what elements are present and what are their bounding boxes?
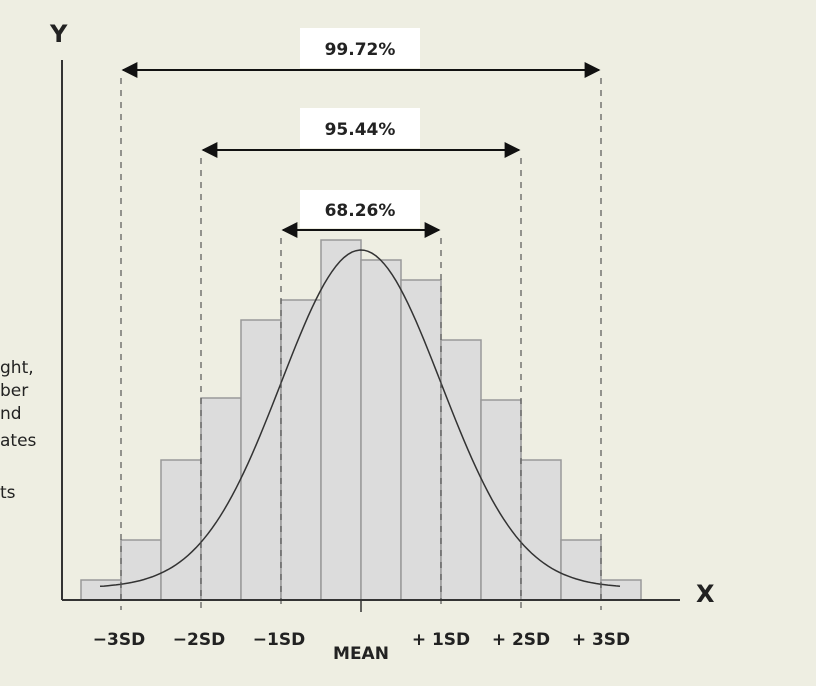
tick-label: −2SD [173,630,225,650]
range-label: 68.26% [325,201,396,221]
sd-lines [120,78,602,612]
tick-label: + 1SD [412,630,470,650]
side-text-line: ts [0,483,16,503]
side-text-line: ber [0,381,28,401]
tick-label: −1SD [253,630,305,650]
tick-labels: −3SD −2SD −1SD MEAN + 1SD + 2SD + 3SD [93,630,630,664]
side-text-line: nd [0,404,22,424]
x-axis-label: X [696,580,715,608]
side-text: ght, ber nd ates ts [0,358,37,503]
tick-label: + 3SD [572,630,630,650]
tick-label: MEAN [333,644,389,664]
tick-label: −3SD [93,630,145,650]
y-axis-label: Y [49,20,68,48]
side-text-line: ates [0,431,37,451]
tick-label: + 2SD [492,630,550,650]
range-label: 95.44% [325,120,396,140]
normal-curve [99,249,621,588]
side-text-line: ght, [0,358,34,378]
histogram [80,239,642,601]
range-label: 99.72% [325,40,396,60]
